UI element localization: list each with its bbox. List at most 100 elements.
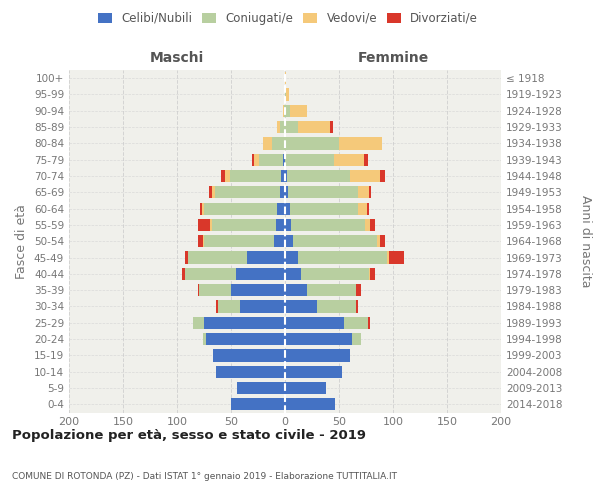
Text: Femmine: Femmine: [358, 51, 428, 65]
Bar: [197, 219, 211, 231]
Bar: [285, 382, 326, 394]
Bar: [231, 284, 285, 296]
Y-axis label: Fasce di età: Fasce di età: [16, 204, 28, 279]
Bar: [231, 398, 285, 410]
Bar: [369, 186, 371, 198]
Bar: [293, 235, 377, 248]
Text: Maschi: Maschi: [150, 51, 204, 65]
Bar: [358, 186, 369, 198]
Bar: [272, 138, 285, 149]
Bar: [209, 186, 212, 198]
Bar: [199, 284, 231, 296]
Bar: [185, 268, 236, 280]
Bar: [358, 202, 367, 214]
Bar: [215, 186, 280, 198]
Bar: [259, 154, 283, 166]
Text: COMUNE DI ROTONDA (PZ) - Dati ISTAT 1° gennaio 2019 - Elaborazione TUTTITALIA.IT: COMUNE DI ROTONDA (PZ) - Dati ISTAT 1° g…: [12, 472, 397, 481]
Bar: [285, 72, 286, 85]
Bar: [218, 300, 239, 312]
Bar: [356, 300, 358, 312]
Bar: [206, 333, 285, 345]
Bar: [285, 138, 339, 149]
Bar: [290, 202, 358, 214]
Bar: [290, 104, 307, 117]
Bar: [284, 104, 285, 117]
Bar: [285, 121, 298, 133]
Bar: [221, 170, 224, 182]
Bar: [277, 121, 280, 133]
Bar: [197, 235, 203, 248]
Bar: [301, 268, 369, 280]
Bar: [288, 186, 358, 198]
Bar: [339, 138, 382, 149]
Bar: [277, 202, 285, 214]
Bar: [285, 88, 286, 101]
Bar: [317, 300, 356, 312]
Bar: [204, 202, 277, 214]
Bar: [203, 333, 206, 345]
Bar: [224, 170, 230, 182]
Bar: [283, 104, 284, 117]
Bar: [285, 268, 301, 280]
Bar: [216, 300, 218, 312]
Bar: [370, 219, 374, 231]
Bar: [238, 382, 285, 394]
Bar: [285, 350, 350, 362]
Bar: [364, 154, 368, 166]
Bar: [247, 252, 285, 264]
Bar: [211, 219, 212, 231]
Bar: [230, 170, 281, 182]
Bar: [251, 154, 254, 166]
Bar: [368, 316, 370, 329]
Bar: [285, 219, 292, 231]
Bar: [188, 252, 247, 264]
Bar: [356, 284, 361, 296]
Bar: [380, 170, 385, 182]
Bar: [285, 154, 334, 166]
Bar: [285, 170, 287, 182]
Bar: [344, 316, 368, 329]
Bar: [298, 121, 331, 133]
Bar: [367, 202, 369, 214]
Bar: [204, 235, 274, 248]
Bar: [212, 186, 215, 198]
Bar: [287, 170, 350, 182]
Y-axis label: Anni di nascita: Anni di nascita: [579, 195, 592, 288]
Bar: [280, 186, 285, 198]
Bar: [203, 235, 204, 248]
Bar: [285, 186, 288, 198]
Bar: [263, 138, 272, 149]
Bar: [280, 121, 285, 133]
Bar: [254, 154, 259, 166]
Bar: [216, 366, 285, 378]
Bar: [298, 252, 386, 264]
Bar: [182, 268, 185, 280]
Bar: [236, 268, 285, 280]
Bar: [365, 219, 370, 231]
Bar: [352, 333, 361, 345]
Bar: [307, 284, 356, 296]
Bar: [331, 121, 332, 133]
Bar: [285, 333, 352, 345]
Bar: [380, 235, 385, 248]
Bar: [285, 202, 290, 214]
Bar: [389, 252, 404, 264]
Text: Popolazione per età, sesso e stato civile - 2019: Popolazione per età, sesso e stato civil…: [12, 430, 366, 442]
Bar: [200, 202, 202, 214]
Bar: [274, 235, 285, 248]
Bar: [285, 366, 342, 378]
Bar: [212, 219, 277, 231]
Bar: [204, 316, 285, 329]
Bar: [286, 88, 289, 101]
Bar: [281, 170, 285, 182]
Bar: [334, 154, 364, 166]
Bar: [197, 284, 199, 296]
Bar: [285, 316, 344, 329]
Bar: [283, 154, 285, 166]
Bar: [239, 300, 285, 312]
Bar: [377, 235, 380, 248]
Bar: [386, 252, 389, 264]
Bar: [292, 219, 365, 231]
Bar: [285, 398, 335, 410]
Bar: [185, 252, 188, 264]
